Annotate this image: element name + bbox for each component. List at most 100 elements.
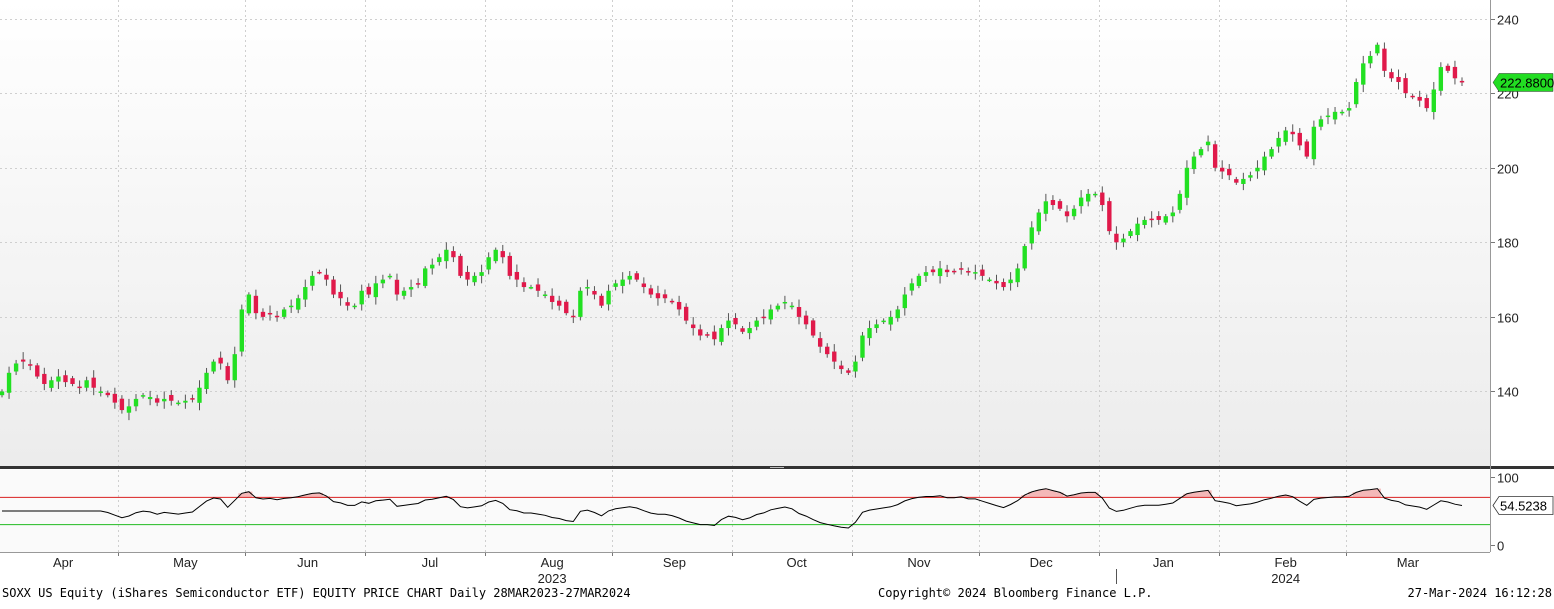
candle-up — [126, 406, 132, 413]
candle-down — [70, 378, 75, 384]
price-tick-label: 140 — [1497, 385, 1519, 400]
price-panel-background — [0, 0, 1490, 466]
candle-up — [232, 354, 237, 381]
candle-down — [331, 279, 336, 295]
rsi-line — [2, 488, 1463, 529]
candle-up — [140, 395, 146, 397]
rsi-overbought-shade — [238, 488, 1381, 498]
candle-up — [1332, 111, 1338, 120]
candle-up — [1339, 111, 1345, 114]
candle-up — [1121, 238, 1126, 243]
candle-up — [162, 398, 167, 402]
candle-up — [56, 376, 61, 382]
candle-down — [366, 286, 371, 295]
candle-up — [310, 275, 315, 286]
candle-down — [1396, 76, 1401, 83]
candle-down — [683, 306, 689, 321]
candle-down — [980, 269, 985, 276]
candle-down — [394, 279, 400, 295]
last-price-tag — [1492, 73, 1554, 92]
candle-up — [923, 272, 929, 276]
candle-up — [1241, 178, 1246, 184]
candle-up — [1438, 67, 1444, 91]
candle-up — [1085, 193, 1091, 202]
candle-down — [698, 329, 703, 336]
candle-down — [1001, 282, 1006, 288]
candle-down — [1156, 216, 1161, 220]
candle-up — [1262, 156, 1267, 171]
candle-up — [98, 391, 103, 393]
candle-up — [401, 290, 407, 296]
candle-down — [1114, 233, 1119, 243]
candle-up — [789, 305, 795, 308]
candle-down — [669, 300, 675, 303]
candle-up — [1142, 219, 1147, 225]
candle-up — [1163, 216, 1168, 223]
candle-up — [437, 257, 442, 263]
candle-down — [571, 315, 576, 318]
candle-down — [994, 280, 999, 284]
rsi-value-label: 54.5238 — [1500, 498, 1547, 513]
candle-up — [726, 320, 731, 329]
candle-up — [937, 268, 943, 277]
candle-up — [1346, 108, 1352, 111]
candle-down — [959, 268, 964, 270]
candle-down — [1417, 96, 1422, 101]
candle-down — [218, 357, 223, 364]
candle-up — [408, 287, 414, 290]
candle-down — [1304, 141, 1310, 157]
candle-down — [190, 398, 195, 400]
grid-layer — [0, 0, 1490, 552]
candle-down — [500, 251, 505, 258]
candle-down — [592, 290, 597, 295]
candle-down — [944, 269, 950, 273]
price-tick-label: 160 — [1497, 311, 1519, 326]
candle-down — [274, 315, 280, 318]
candle-down — [338, 291, 343, 299]
candle-down — [557, 300, 562, 306]
candle-up — [204, 372, 209, 390]
candle-up — [1276, 137, 1281, 147]
candle-down — [761, 316, 766, 319]
candle-up — [1093, 193, 1098, 196]
candle-down — [832, 351, 837, 362]
candle-up — [1318, 119, 1324, 127]
candle-up — [423, 268, 428, 286]
candle-up — [1036, 212, 1041, 232]
candle-up — [853, 361, 858, 372]
candle-down — [839, 365, 844, 370]
candle-down — [740, 328, 745, 332]
price-tick-label: 180 — [1497, 236, 1519, 251]
candle-down — [225, 366, 230, 381]
candle-up — [754, 320, 759, 327]
candle-down — [951, 270, 957, 273]
candle-down — [825, 346, 830, 355]
candle-down — [521, 282, 527, 288]
candle-down — [345, 302, 350, 306]
candle-down — [1452, 66, 1458, 79]
candle-down — [415, 283, 421, 285]
price-tick-label: 240 — [1497, 13, 1519, 28]
candle-down — [966, 271, 971, 273]
candle-down — [817, 338, 823, 347]
month-label: Sep — [663, 555, 686, 570]
candle-down — [662, 294, 668, 299]
candle-up — [902, 294, 907, 309]
candle-up — [288, 305, 294, 308]
candle-down — [676, 301, 682, 310]
candle-up — [239, 309, 244, 352]
candle-up — [528, 287, 534, 289]
candle-up — [352, 305, 357, 308]
candle-up — [373, 283, 379, 298]
candle-up — [359, 290, 364, 305]
candle-up — [1008, 279, 1013, 284]
candle-up — [1198, 149, 1204, 156]
candle-down — [458, 255, 463, 276]
candle-down — [112, 393, 118, 403]
candle-up — [1191, 156, 1197, 170]
candle-up — [183, 400, 188, 403]
candle-down — [154, 398, 160, 403]
candle-up — [909, 283, 915, 291]
